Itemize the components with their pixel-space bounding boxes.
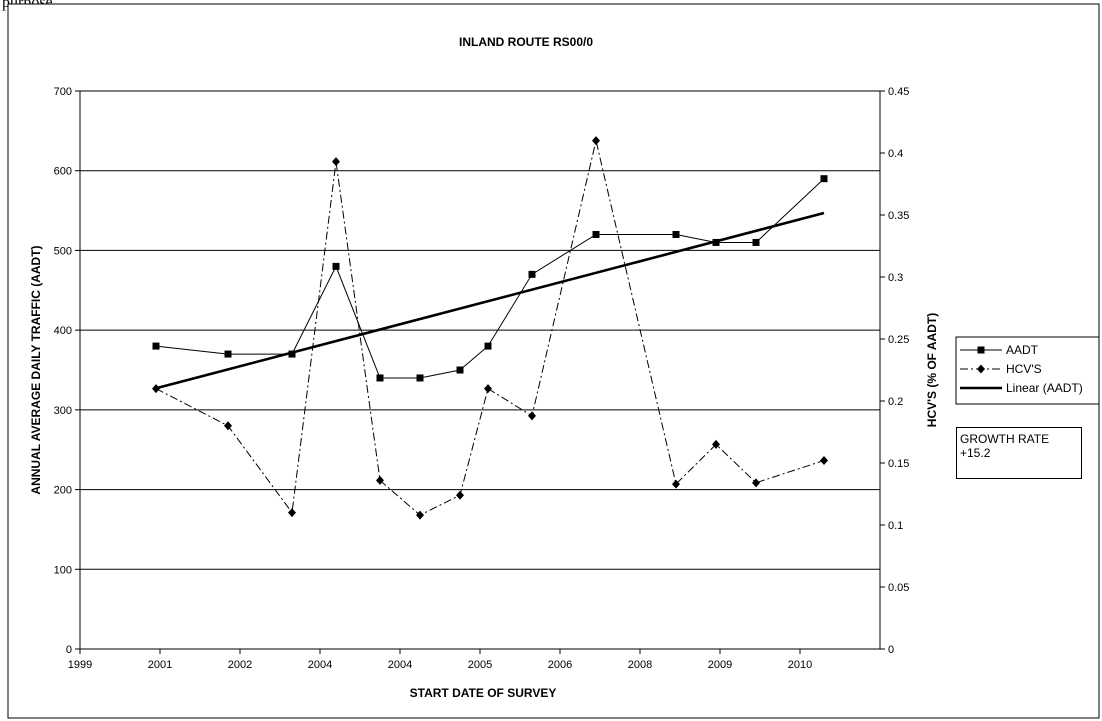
y2-tick-label: 0.3 — [888, 272, 903, 284]
axes: 0 100 200 300 400 500 600 700 0 0.05 0.1 0.15 0.2 0.2… — [54, 86, 910, 671]
point-aadt — [820, 175, 828, 183]
y2-tick-label: 0.4 — [888, 148, 903, 160]
point-aadt — [152, 342, 160, 350]
legend-label-hcv-s: HCV'S — [1006, 362, 1042, 376]
growth-rate-value: +15.2 — [960, 446, 991, 460]
x-tick-label: 2005 — [468, 659, 492, 671]
y2-tick-label: 0 — [888, 644, 894, 656]
x-tick-label: 2004 — [308, 659, 332, 671]
x-tick-label: 2010 — [788, 659, 812, 671]
growth-rate-box: GROWTH RATE +15.2 — [956, 427, 1082, 479]
y-tick-label: 500 — [54, 245, 72, 257]
legend: AADT HCV'S Linear (AADT) — [955, 336, 1100, 405]
y2-tick-label: 0.1 — [888, 520, 903, 532]
x-tick-label: 1999 — [68, 659, 92, 671]
point-hcv-s — [152, 384, 160, 394]
y2-tick-label: 0.05 — [888, 582, 909, 594]
y2-tick-label: 0.45 — [888, 86, 909, 98]
point-aadt — [672, 230, 680, 238]
y-tick-label: 100 — [54, 564, 72, 576]
point-hcv-s — [224, 421, 232, 431]
point-aadt — [592, 230, 600, 238]
point-hcv-s — [484, 384, 492, 394]
y2-tick-label: 0.35 — [888, 210, 909, 222]
point-aadt — [528, 270, 536, 278]
series-line-aadt — [155, 178, 825, 379]
growth-rate-label: GROWTH RATE — [960, 432, 1050, 446]
legend-label-linear-aadt: Linear (AADT) — [1006, 381, 1083, 395]
x-tick-label: 2008 — [628, 659, 652, 671]
point-aadt — [752, 238, 760, 246]
y-tick-label: 700 — [54, 86, 72, 98]
x-tick-label: 2002 — [228, 659, 252, 671]
series-line-hcv-s — [155, 140, 825, 516]
point-hcv-s — [820, 456, 828, 466]
y-axis-label: ANNUAL AVERAGE DAILY TRAFFIC (AADT) — [29, 245, 43, 494]
point-hcv-s — [712, 439, 720, 449]
point-hcv-s — [376, 475, 384, 485]
point-aadt — [456, 366, 464, 374]
chart-area-frame — [7, 3, 1100, 719]
point-hcv-s — [332, 157, 340, 167]
point-aadt — [224, 350, 232, 358]
legend-marker-aadt — [977, 346, 985, 354]
y-tick-label: 600 — [54, 166, 72, 178]
y2-axis-label: HCV'S (% OF AADT) — [925, 313, 939, 427]
x-tick-label: 2001 — [148, 659, 172, 671]
x-tick-label: 2009 — [708, 659, 732, 671]
point-aadt — [484, 342, 492, 350]
x-tick-label: 2004 — [388, 659, 412, 671]
y2-tick-label: 0.15 — [888, 458, 909, 470]
point-aadt — [416, 374, 424, 382]
chart-title: INLAND ROUTE RS00/0 — [459, 35, 593, 49]
series-line-linear-aadt — [155, 211, 825, 390]
point-hcv-s — [456, 490, 464, 500]
y2-tick-label: 0.25 — [888, 334, 909, 346]
legend-marker-hcv-s — [977, 364, 985, 374]
y-tick-label: 200 — [54, 485, 72, 497]
point-hcv-s — [416, 510, 424, 520]
x-axis-label: START DATE OF SURVEY — [410, 686, 557, 700]
point-hcv-s — [528, 411, 536, 421]
point-aadt — [288, 350, 296, 358]
legend-label-aadt: AADT — [1006, 343, 1039, 357]
y-tick-label: 300 — [54, 405, 72, 417]
y-tick-label: 400 — [54, 325, 72, 337]
point-hcv-s — [752, 478, 760, 488]
point-aadt — [376, 374, 384, 382]
point-hcv-s — [288, 508, 296, 518]
series-layer — [152, 136, 828, 520]
x-tick-label: 2006 — [548, 659, 572, 671]
point-hcv-s — [672, 479, 680, 489]
gridlines — [80, 90, 880, 570]
point-aadt — [332, 262, 340, 270]
y2-tick-label: 0.2 — [888, 396, 903, 408]
point-hcv-s — [592, 136, 600, 146]
y-tick-label: 0 — [66, 644, 72, 656]
